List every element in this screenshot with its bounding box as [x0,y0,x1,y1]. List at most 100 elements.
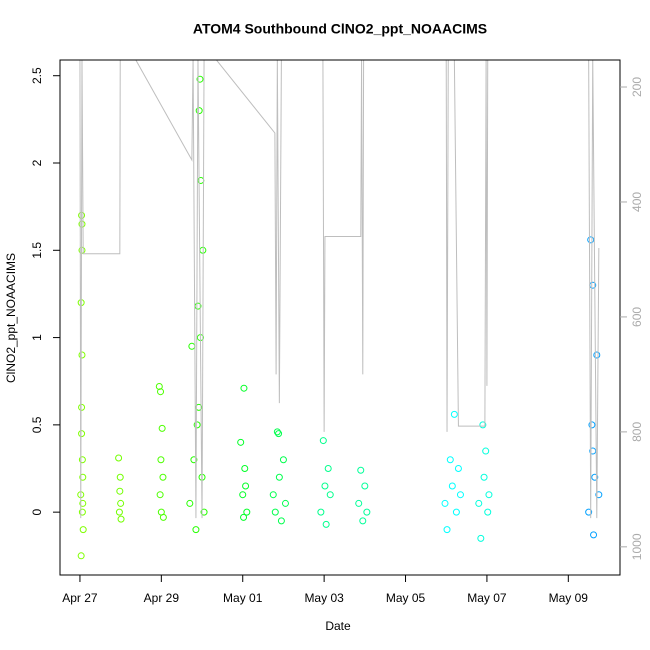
data-point [240,513,248,521]
data-point [446,456,454,464]
data-point [237,438,245,446]
data-point [77,552,85,560]
x-tick-label: Apr 27 [62,591,98,605]
data-point [117,499,125,507]
plot-area [77,60,603,560]
data-point [361,482,369,490]
y-tick-label: 2.5 [30,67,44,84]
data-point [322,520,330,528]
data-point [116,487,124,495]
data-point [450,410,458,418]
y-tick-label: 2 [30,159,44,166]
data-point [242,482,250,490]
y2-tick-label: 800 [630,422,644,442]
y-tick-label: 0 [30,508,44,515]
data-point [115,508,123,516]
data-point [357,466,365,474]
data-point [319,437,327,445]
data-point [321,482,329,490]
data-point [115,454,123,462]
data-point [271,508,279,516]
chart-title: ATOM4 Southbound ClNO2_ppt_NOAACIMS [193,21,487,37]
y2-tick-label: 400 [630,192,644,212]
data-point [485,491,493,499]
data-point [484,508,492,516]
y-tick-label: 1.5 [30,242,44,259]
data-point [363,508,371,516]
y-tick-label: 0.5 [30,416,44,433]
data-point [193,421,201,429]
x-tick-label: May 07 [467,591,507,605]
data-point [196,75,204,83]
data-point [155,382,163,390]
data-point [269,491,277,499]
data-point [452,508,460,516]
y-axis-label: ClNO2_ppt_NOAACIMS [4,253,18,383]
y2-tick-label: 600 [630,307,644,327]
x-tick-label: May 05 [386,591,426,605]
x-axis-label: Date [325,619,351,633]
data-point [195,403,203,411]
data-point [590,531,598,539]
data-point [239,491,247,499]
data-point [324,465,332,473]
data-point [588,421,596,429]
data-point [275,430,283,438]
profile-line [79,60,600,519]
y2-tick-label: 1000 [630,533,644,560]
data-point [78,430,86,438]
plot-frame [59,59,621,576]
data-point [78,403,86,411]
data-point [186,499,194,507]
y-tick-label: 1 [30,334,44,341]
data-point [443,526,451,534]
data-point [441,499,449,507]
data-point [273,428,281,436]
data-point [448,482,456,490]
data-point [78,351,86,359]
data-point [157,456,165,464]
x-tick-label: Apr 29 [144,591,180,605]
data-point [200,508,208,516]
data-point [159,513,167,521]
data-point [317,508,325,516]
data-point [591,473,599,481]
data-point [190,456,198,464]
data-point [456,491,464,499]
data-point [195,107,203,115]
data-point [359,517,367,525]
data-point [240,384,248,392]
y2-tick-label: 200 [630,77,644,97]
data-point [279,456,287,464]
data-point [159,473,167,481]
data-point [585,508,593,516]
data-point [480,473,488,481]
data-point [158,424,166,432]
x-tick-label: May 09 [549,591,589,605]
data-point [79,499,87,507]
data-point [78,456,86,464]
data-point [116,473,124,481]
data-point [192,526,200,534]
data-point [479,421,487,429]
data-point [326,491,334,499]
data-point [79,526,87,534]
x-tick-label: May 03 [304,591,344,605]
data-point [243,508,251,516]
data-point [477,534,485,542]
x-tick-label: May 01 [223,591,263,605]
data-point [593,351,601,359]
data-point [355,499,363,507]
data-point [275,473,283,481]
data-point [595,491,603,499]
data-point [241,465,249,473]
data-point [281,499,289,507]
data-point [117,515,125,523]
data-point [156,491,164,499]
data-point [157,388,165,396]
data-point [79,473,87,481]
data-point [277,517,285,525]
data-point [78,508,86,516]
data-point [454,465,462,473]
